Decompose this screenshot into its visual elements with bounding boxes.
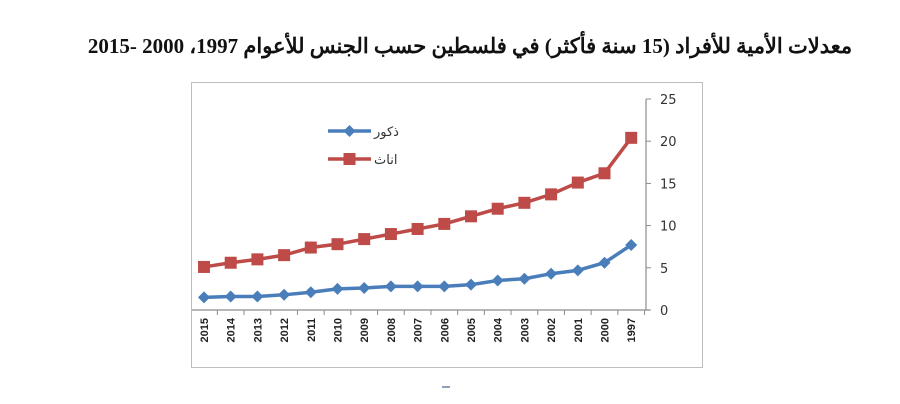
square-marker <box>224 256 237 269</box>
diamond-marker <box>438 280 451 293</box>
stray-mark <box>442 386 450 388</box>
line-chart: 2015 2014 2013 2012 2011 2010 2009 2008 2007 2006… <box>192 93 677 342</box>
square-marker <box>598 167 611 180</box>
series-females <box>198 131 638 273</box>
square-marker <box>518 196 531 209</box>
square-marker <box>251 253 264 266</box>
legend-item: ذكور <box>328 125 399 140</box>
chart-title: معدلات الأمية للأفراد (15 سنة فأكثر) في … <box>87 34 853 58</box>
x-tick-label: 2012 <box>279 318 291 342</box>
square-marker <box>358 233 371 246</box>
diamond-marker <box>465 278 477 291</box>
square-marker <box>465 210 477 223</box>
x-tick-label: 2008 <box>386 318 398 342</box>
data-series <box>198 131 638 304</box>
square-marker <box>545 188 558 201</box>
diamond-marker <box>545 267 558 280</box>
x-tick-label: 2006 <box>439 318 451 342</box>
x-tick-label: 2009 <box>359 318 371 342</box>
square-marker <box>331 238 344 251</box>
x-tick-label: 2013 <box>252 318 264 342</box>
square-marker <box>411 222 424 235</box>
square-marker <box>625 131 638 144</box>
square-marker <box>571 176 584 189</box>
series-males <box>198 239 638 304</box>
y-tick-label: 20 <box>660 135 677 150</box>
diamond-marker <box>411 280 424 293</box>
legend-label: اناث <box>374 153 397 168</box>
x-tick-label: 2002 <box>546 318 558 342</box>
y-tick-label: 10 <box>660 220 677 235</box>
square-marker <box>278 249 291 262</box>
y-tick-label: 0 <box>660 304 668 319</box>
diamond-marker <box>278 288 291 301</box>
y-tick-label: 25 <box>660 93 677 108</box>
x-tick-label: 2010 <box>333 318 345 342</box>
x-tick-label: 2004 <box>493 317 505 342</box>
diamond-marker <box>343 125 356 137</box>
diamond-marker <box>331 282 344 295</box>
square-marker <box>384 228 397 241</box>
diamond-marker <box>224 290 237 303</box>
diamond-marker <box>251 290 264 303</box>
legend-label: ذكور <box>373 125 399 140</box>
x-tick-label: 2007 <box>413 318 425 342</box>
x-tick-label: 2015 <box>199 318 211 342</box>
diamond-marker <box>491 274 504 287</box>
x-tick-label: 2001 <box>573 318 585 342</box>
diamond-marker <box>571 264 584 277</box>
diamond-marker <box>304 286 317 299</box>
square-marker <box>438 217 451 230</box>
series-line <box>203 136 633 269</box>
square-marker <box>198 260 210 273</box>
x-tick-label: 2003 <box>519 318 531 342</box>
square-marker <box>491 202 504 215</box>
diamond-marker <box>625 239 638 252</box>
diamond-marker <box>198 291 210 304</box>
diamond-marker <box>384 280 397 293</box>
diamond-marker <box>518 272 531 285</box>
diamond-marker <box>598 256 611 269</box>
diamond-marker <box>358 282 371 295</box>
y-tick-label: 15 <box>660 177 677 192</box>
square-marker <box>304 241 317 254</box>
x-tick-label: 2011 <box>306 318 318 342</box>
x-tick-label: 2005 <box>466 318 478 342</box>
legend: ذكور اناث <box>328 125 399 168</box>
y-tick-label: 5 <box>660 262 668 277</box>
x-tick-label: 1997 <box>626 318 638 342</box>
x-tick-label: 2000 <box>600 318 612 342</box>
square-marker <box>343 153 356 165</box>
x-tick-label: 2014 <box>226 317 238 342</box>
chart-area: 2015 2014 2013 2012 2011 2010 2009 2008 2007 2006… <box>191 82 703 368</box>
axes: 2015 2014 2013 2012 2011 2010 2009 2008 2007 2006… <box>192 93 677 342</box>
legend-item: اناث <box>328 153 397 168</box>
